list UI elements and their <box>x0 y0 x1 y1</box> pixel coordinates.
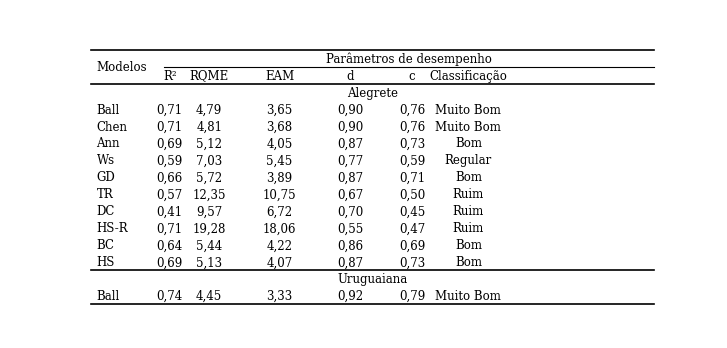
Text: 0,92: 0,92 <box>337 290 363 303</box>
Text: 4,07: 4,07 <box>267 256 293 269</box>
Text: Bom: Bom <box>455 172 482 184</box>
Text: 0,71: 0,71 <box>157 104 182 117</box>
Text: 4,81: 4,81 <box>196 120 222 134</box>
Text: 0,64: 0,64 <box>156 239 183 252</box>
Text: 7,03: 7,03 <box>196 155 222 167</box>
Text: TR: TR <box>97 188 113 201</box>
Text: RQME: RQME <box>190 70 229 82</box>
Text: 0,70: 0,70 <box>337 205 364 218</box>
Text: 9,57: 9,57 <box>196 205 222 218</box>
Text: 0,67: 0,67 <box>337 188 364 201</box>
Text: 10,75: 10,75 <box>262 188 297 201</box>
Text: Bom: Bom <box>455 137 482 150</box>
Text: 3,33: 3,33 <box>267 290 293 303</box>
Text: 3,65: 3,65 <box>267 104 293 117</box>
Text: 4,45: 4,45 <box>196 290 222 303</box>
Text: Modelos: Modelos <box>97 61 147 74</box>
Text: 12,35: 12,35 <box>193 188 226 201</box>
Text: 0,90: 0,90 <box>337 120 364 134</box>
Text: 3,89: 3,89 <box>267 172 293 184</box>
Text: Regular: Regular <box>445 155 492 167</box>
Text: Ruim: Ruim <box>453 222 484 235</box>
Text: 0,57: 0,57 <box>156 188 183 201</box>
Text: 0,86: 0,86 <box>337 239 363 252</box>
Text: 0,77: 0,77 <box>337 155 364 167</box>
Text: 0,41: 0,41 <box>157 205 182 218</box>
Text: 0,47: 0,47 <box>399 222 425 235</box>
Text: 0,90: 0,90 <box>337 104 364 117</box>
Text: 0,71: 0,71 <box>157 120 182 134</box>
Text: 0,79: 0,79 <box>399 290 425 303</box>
Text: Classificação: Classificação <box>430 70 507 82</box>
Text: HS-R: HS-R <box>97 222 128 235</box>
Text: 0,71: 0,71 <box>399 172 425 184</box>
Text: R²: R² <box>163 70 177 82</box>
Text: 3,68: 3,68 <box>267 120 293 134</box>
Text: Bom: Bom <box>455 239 482 252</box>
Text: Ball: Ball <box>97 104 120 117</box>
Text: Ws: Ws <box>97 155 115 167</box>
Text: Ruim: Ruim <box>453 205 484 218</box>
Text: 0,45: 0,45 <box>399 205 425 218</box>
Text: 4,05: 4,05 <box>267 137 293 150</box>
Text: 0,76: 0,76 <box>399 104 425 117</box>
Text: DC: DC <box>97 205 115 218</box>
Text: 5,12: 5,12 <box>196 137 222 150</box>
Text: 0,87: 0,87 <box>337 137 363 150</box>
Text: 6,72: 6,72 <box>267 205 293 218</box>
Text: 5,44: 5,44 <box>196 239 222 252</box>
Text: 0,73: 0,73 <box>399 256 425 269</box>
Text: Ball: Ball <box>97 290 120 303</box>
Text: 0,50: 0,50 <box>399 188 425 201</box>
Text: 0,76: 0,76 <box>399 120 425 134</box>
Text: EAM: EAM <box>265 70 294 82</box>
Text: 0,69: 0,69 <box>156 137 183 150</box>
Text: 0,73: 0,73 <box>399 137 425 150</box>
Text: 0,71: 0,71 <box>157 222 182 235</box>
Text: Uruguaiana: Uruguaiana <box>337 273 408 286</box>
Text: c: c <box>409 70 415 82</box>
Text: Ruim: Ruim <box>453 188 484 201</box>
Text: 5,45: 5,45 <box>267 155 293 167</box>
Text: Muito Bom: Muito Bom <box>435 104 502 117</box>
Text: Muito Bom: Muito Bom <box>435 120 502 134</box>
Text: d: d <box>346 70 354 82</box>
Text: 0,69: 0,69 <box>399 239 425 252</box>
Text: 0,69: 0,69 <box>156 256 183 269</box>
Text: 0,55: 0,55 <box>337 222 364 235</box>
Text: 0,87: 0,87 <box>337 256 363 269</box>
Text: 0,59: 0,59 <box>399 155 425 167</box>
Text: Chen: Chen <box>97 120 127 134</box>
Text: Alegrete: Alegrete <box>347 87 398 100</box>
Text: Muito Bom: Muito Bom <box>435 290 502 303</box>
Text: 0,66: 0,66 <box>156 172 183 184</box>
Text: Bom: Bom <box>455 256 482 269</box>
Text: 0,87: 0,87 <box>337 172 363 184</box>
Text: 5,13: 5,13 <box>196 256 222 269</box>
Text: 0,59: 0,59 <box>156 155 183 167</box>
Text: 4,22: 4,22 <box>267 239 293 252</box>
Text: 18,06: 18,06 <box>263 222 297 235</box>
Text: Ann: Ann <box>97 137 120 150</box>
Text: 4,79: 4,79 <box>196 104 222 117</box>
Text: 5,72: 5,72 <box>196 172 222 184</box>
Text: GD: GD <box>97 172 116 184</box>
Text: Parâmetros de desempenho: Parâmetros de desempenho <box>326 53 492 66</box>
Text: BC: BC <box>97 239 115 252</box>
Text: 0,74: 0,74 <box>156 290 183 303</box>
Text: 19,28: 19,28 <box>193 222 226 235</box>
Text: HS: HS <box>97 256 115 269</box>
